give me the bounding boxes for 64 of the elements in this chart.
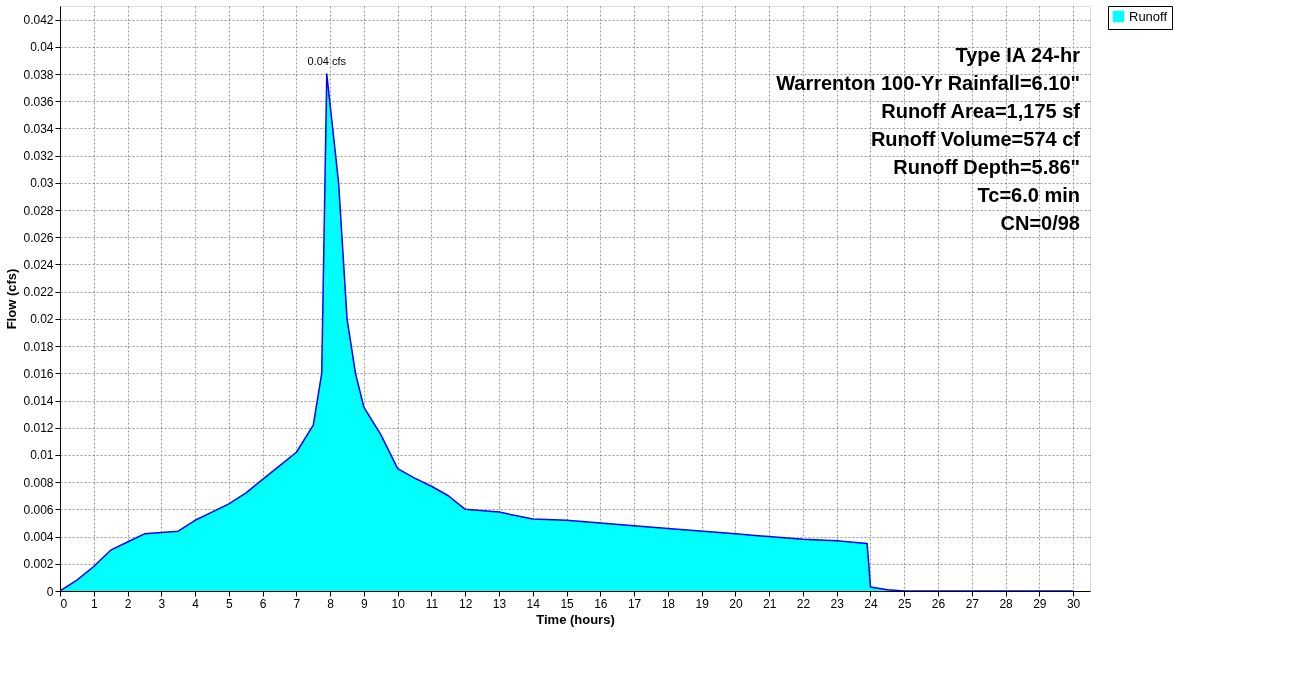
x-tick-label: 4: [192, 596, 200, 611]
y-tick-label: 0.006: [23, 502, 54, 517]
y-tick-label: 0.008: [23, 475, 54, 490]
x-tick-label: 13: [492, 596, 507, 611]
x-tick-label: 3: [158, 596, 166, 611]
annotation: Warrenton 100-Yr Rainfall=6.10": [776, 72, 1080, 94]
annotation: CN=0/98: [1000, 212, 1080, 234]
x-tick-label: 17: [627, 596, 642, 611]
x-tick-label: 18: [661, 596, 676, 611]
x-tick-label: 28: [999, 596, 1014, 611]
y-axis-title: Flow (cfs): [4, 268, 20, 330]
y-tick-label: 0.016: [23, 366, 54, 381]
x-tick-label: 16: [594, 596, 608, 611]
annotation: Type IA 24-hr: [955, 44, 1081, 66]
x-tick-label: 22: [796, 596, 811, 611]
x-tick-label: 24: [864, 596, 878, 611]
x-tick-label: 29: [1033, 596, 1047, 611]
x-tick-label: 23: [830, 596, 845, 611]
x-tick-label: 20: [729, 596, 743, 611]
x-tick-label: 7: [293, 596, 301, 611]
x-tick-label: 14: [526, 596, 541, 611]
x-tick-label: 8: [327, 596, 335, 611]
annotation: 0.04 cfs: [307, 55, 347, 68]
x-tick-label: 0: [60, 596, 68, 611]
annotation: Tc=6.0 min: [977, 184, 1080, 206]
y-tick-label: 0.024: [23, 257, 54, 272]
y-tick-label: 0.004: [23, 530, 54, 545]
y-tick-label: 0.034: [23, 121, 54, 136]
y-tick-label: 0.026: [23, 230, 54, 245]
x-tick-label: 2: [124, 596, 132, 611]
x-tick-label: 26: [931, 596, 946, 611]
legend-label: Runoff: [1129, 8, 1168, 24]
y-tick-label: 0.042: [23, 13, 54, 28]
x-tick-label: 10: [391, 596, 406, 611]
x-tick-label: 1: [90, 596, 98, 611]
x-tick-label: 5: [226, 596, 234, 611]
y-tick-label: 0.02: [30, 312, 54, 327]
x-axis-title: Time (hours): [536, 611, 615, 627]
x-tick-label: 19: [695, 596, 710, 611]
y-tick-label: 0.012: [23, 421, 54, 436]
y-tick-label: 0.036: [23, 94, 54, 109]
x-tick-label: 6: [259, 596, 267, 611]
y-tick-label: 0.04: [30, 40, 54, 55]
y-tick-label: 0.038: [23, 67, 54, 82]
x-tick-label: 9: [361, 596, 369, 611]
x-tick-label: 11: [425, 596, 439, 611]
x-tick-label: 15: [560, 596, 575, 611]
annotation: Runoff Volume=574 cf: [870, 128, 1081, 150]
x-tick-label: 21: [763, 596, 777, 611]
y-tick-label: 0.028: [23, 203, 54, 218]
y-tick-label: 0.01: [30, 448, 54, 463]
y-tick-label: 0.014: [23, 394, 54, 409]
y-tick-label: 0.018: [23, 339, 54, 354]
x-tick-label: 30: [1066, 596, 1081, 611]
y-tick-label: 0: [46, 584, 54, 599]
y-tick-label: 0.032: [23, 149, 54, 164]
x-tick-label: 27: [965, 596, 980, 611]
x-tick-label: 12: [459, 596, 473, 611]
annotation: Runoff Area=1,175 sf: [881, 100, 1081, 122]
x-tick-label: 25: [898, 596, 912, 611]
y-tick-label: 0.022: [23, 285, 54, 300]
y-tick-label: 0.03: [30, 176, 54, 191]
annotation: Runoff Depth=5.86": [893, 156, 1080, 178]
y-tick-label: 0.002: [23, 557, 54, 572]
